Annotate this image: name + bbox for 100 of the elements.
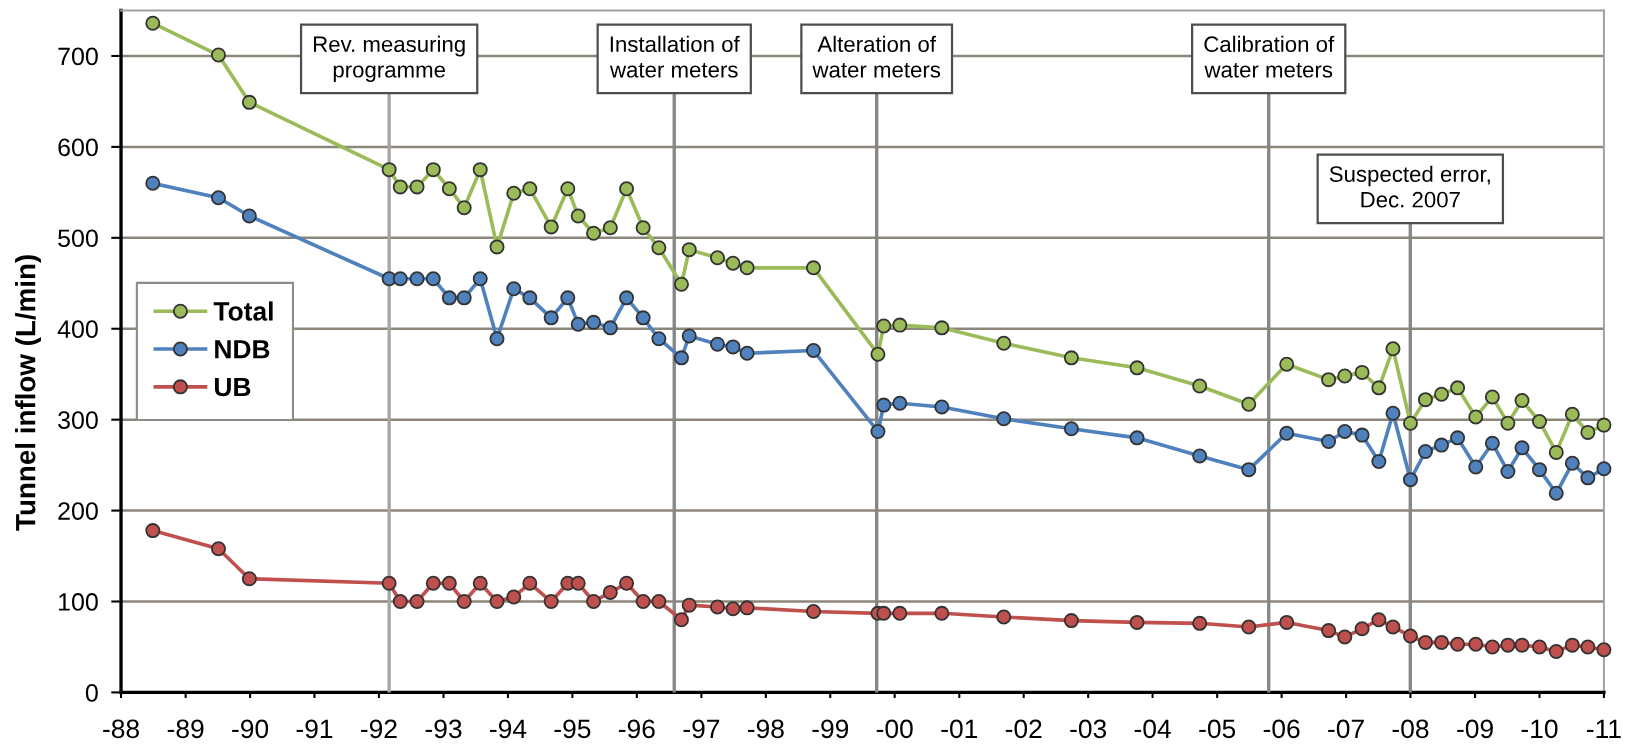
point: [1241, 396, 1257, 412]
point: [1484, 639, 1500, 655]
point: [1417, 392, 1433, 408]
point: [651, 593, 667, 610]
point: [560, 181, 576, 197]
ref-line-label: Rev. measuring programme: [313, 35, 465, 83]
point: [392, 593, 408, 610]
y-tick-label: 700: [58, 47, 98, 66]
point: [870, 346, 886, 362]
point: [996, 609, 1012, 625]
point: [489, 239, 505, 255]
x-tick-label: -93: [425, 719, 462, 739]
point: [725, 255, 741, 271]
point: [409, 271, 425, 287]
ref-line-label: Installation of water meters: [609, 35, 740, 78]
point: [1548, 644, 1564, 660]
point: [619, 181, 635, 197]
point: [506, 185, 522, 201]
point: [1385, 341, 1401, 357]
point: [425, 271, 441, 287]
point: [934, 320, 950, 336]
point: [1500, 637, 1516, 653]
point: [543, 310, 559, 326]
point: [1580, 424, 1596, 440]
point: [1385, 405, 1401, 421]
legend-label: UB: [214, 377, 251, 397]
point: [1596, 642, 1612, 658]
point: [739, 260, 755, 276]
x-tick-label: -02: [1005, 719, 1042, 739]
point: [570, 575, 586, 591]
point: [619, 290, 635, 306]
point: [1450, 430, 1466, 446]
point: [1241, 462, 1257, 478]
point: [145, 175, 161, 191]
point: [1371, 380, 1387, 396]
point: [635, 220, 651, 236]
point: [602, 220, 618, 236]
point: [1484, 389, 1500, 405]
x-tick-label: -07: [1328, 719, 1364, 739]
legend-label: Total: [213, 301, 273, 321]
point: [1531, 639, 1547, 655]
point: [876, 605, 892, 621]
point: [1337, 423, 1353, 439]
point: [441, 575, 457, 591]
point: [1580, 470, 1596, 486]
point: [934, 399, 950, 415]
point: [1279, 425, 1295, 441]
x-tick-label: -94: [490, 719, 527, 739]
point: [1063, 350, 1079, 366]
point: [381, 575, 397, 591]
point: [1468, 636, 1484, 652]
point: [1500, 463, 1516, 479]
point: [1596, 417, 1612, 433]
point: [673, 276, 689, 292]
point: [876, 397, 892, 413]
point: [506, 589, 522, 605]
point: [392, 179, 408, 195]
x-tick-label: -98: [747, 719, 784, 739]
point: [586, 225, 602, 241]
point: [1434, 634, 1450, 650]
point: [145, 523, 161, 539]
point: [619, 575, 635, 591]
y-tick-label: 600: [58, 138, 98, 157]
x-tick-label: -01: [941, 719, 978, 739]
point: [805, 604, 821, 620]
point: [739, 345, 755, 361]
x-tick-label: -91: [296, 719, 333, 739]
point: [489, 593, 505, 610]
point: [1468, 409, 1484, 425]
point: [709, 336, 725, 352]
point: [934, 605, 950, 621]
x-tick-label: -99: [812, 719, 849, 739]
point: [441, 181, 457, 197]
point: [651, 240, 667, 256]
point: [709, 599, 725, 615]
point: [651, 331, 667, 347]
point: [241, 208, 257, 224]
point: [1279, 614, 1295, 630]
ref-line-label: Alteration of water meters: [812, 35, 941, 78]
point: [1192, 448, 1208, 464]
point: [392, 271, 408, 287]
point: [673, 612, 689, 628]
point: [381, 162, 397, 178]
point: [635, 593, 651, 610]
x-tick-label: -95: [554, 719, 591, 739]
point: [1129, 360, 1145, 376]
y-tick-label: 300: [58, 411, 98, 429]
point: [725, 339, 741, 355]
point: [1129, 614, 1145, 630]
x-tick-label: -97: [683, 719, 720, 739]
point: [1129, 430, 1145, 446]
point: [1402, 472, 1418, 488]
point: [1063, 421, 1079, 437]
point: [892, 605, 908, 621]
point: [1500, 415, 1516, 431]
point: [1531, 413, 1547, 429]
point: [1385, 619, 1401, 635]
point: [1321, 623, 1337, 639]
point: [1354, 427, 1370, 443]
point: [506, 281, 522, 297]
